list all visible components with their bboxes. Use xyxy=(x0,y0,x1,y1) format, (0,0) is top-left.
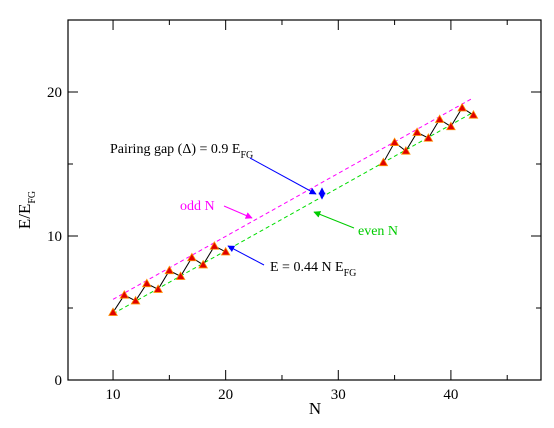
x-axis-ticks: 10 20 30 40 xyxy=(106,20,508,403)
data-point xyxy=(209,241,220,250)
odd-n-arrow xyxy=(223,205,253,219)
even-n-fit-line xyxy=(112,111,474,315)
annotation-even-n: even N xyxy=(313,211,398,239)
y-tick-label: 20 xyxy=(47,85,62,101)
data-point xyxy=(130,295,141,305)
pairing-gap-arrow xyxy=(249,157,317,195)
data-point xyxy=(119,290,130,299)
data-point xyxy=(141,278,152,288)
odd-n-fit-line xyxy=(112,97,474,300)
data-point xyxy=(378,157,389,167)
annotation-odd-n: odd N xyxy=(180,199,253,219)
x-tick-label: 30 xyxy=(331,387,346,403)
data-point xyxy=(389,137,400,146)
energy-fit-label: E = 0.44 N E xyxy=(270,260,344,275)
data-point xyxy=(468,110,479,119)
y-axis-ticks: 0 10 20 xyxy=(47,85,541,389)
data-point xyxy=(220,246,231,256)
y-tick-label: 0 xyxy=(55,373,63,389)
fit-lines xyxy=(112,97,474,315)
energy-fit-arrow xyxy=(227,245,265,266)
data-point xyxy=(446,121,456,131)
data-point xyxy=(108,307,118,316)
data-point xyxy=(186,252,197,262)
data-point xyxy=(153,284,163,293)
even-n-arrow xyxy=(313,211,355,229)
odd-n-label: odd N xyxy=(180,199,215,214)
data-point xyxy=(198,259,209,269)
annotation-pairing-gap: Pairing gap (Δ) = 0.9 EFG xyxy=(110,142,326,200)
svg-text:E = 0.44 N EFG: E = 0.44 N EFG xyxy=(270,260,356,279)
data-point xyxy=(434,114,445,123)
plot-frame xyxy=(67,19,542,381)
x-tick-label: 40 xyxy=(443,387,458,403)
energy-fit-sub: FG xyxy=(344,268,357,279)
data-series xyxy=(108,102,479,316)
y-tick-label: 10 xyxy=(47,229,62,245)
y-axis-label: E/EFG xyxy=(15,191,38,229)
annotation-energy-fit: E = 0.44 N EFG xyxy=(227,245,356,279)
data-point xyxy=(400,146,411,155)
x-tick-label: 10 xyxy=(106,387,121,403)
data-point xyxy=(412,127,423,136)
data-point xyxy=(164,265,175,275)
data-point xyxy=(457,102,468,112)
svg-text:Pairing gap (Δ) = 0.9 EFG: Pairing gap (Δ) = 0.9 EFG xyxy=(110,142,253,161)
data-point xyxy=(175,271,186,280)
pairing-gap-sub: FG xyxy=(240,150,253,161)
x-tick-label: 20 xyxy=(218,387,233,403)
x-axis-label: N xyxy=(309,399,321,418)
pairing-gap-label: Pairing gap (Δ) = 0.9 E xyxy=(110,142,240,157)
series-line xyxy=(112,245,226,313)
even-n-label: even N xyxy=(358,224,398,239)
data-point xyxy=(423,133,434,142)
